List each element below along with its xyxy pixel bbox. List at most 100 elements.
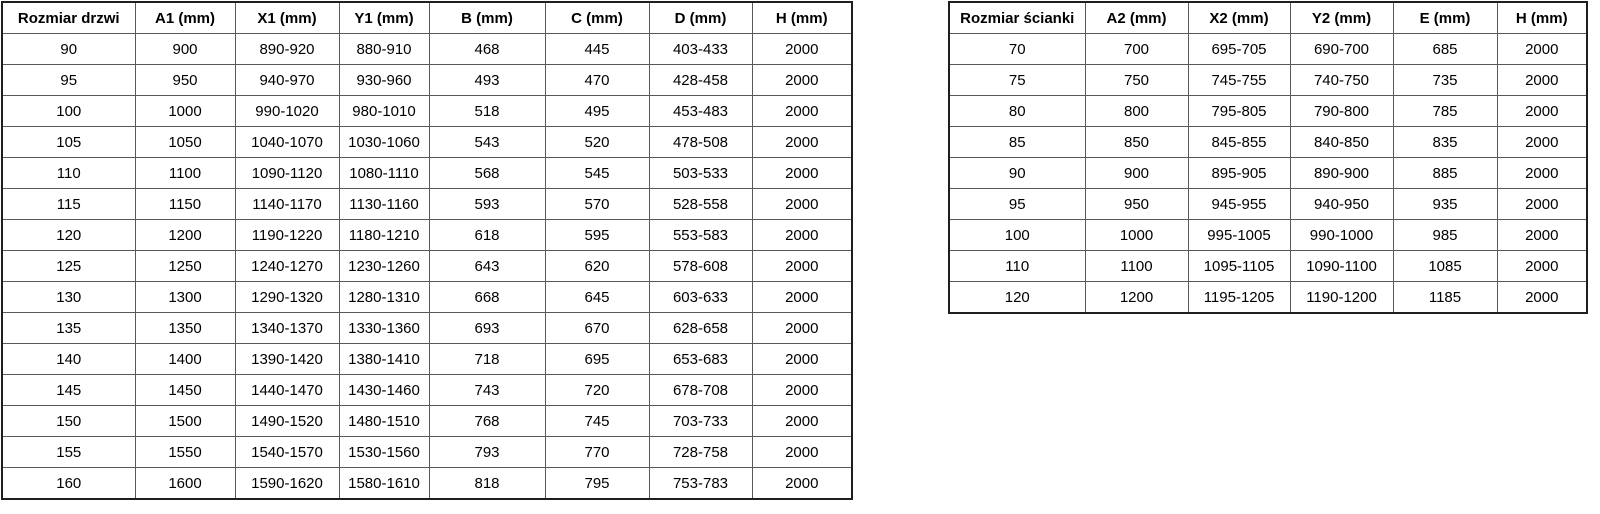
table-row: 110 1100 1090-1120 1080-1110 568 545 503-533 20…: [1, 157, 853, 189]
table-cell: 850: [1084, 126, 1189, 158]
table-cell: 1530-1560: [338, 436, 430, 468]
table-cell: 130: [1, 281, 136, 313]
table-cell: 545: [544, 157, 650, 189]
table-cell: 120: [948, 281, 1086, 314]
table-cell: 990-1020: [234, 95, 340, 127]
table-cell: 950: [134, 64, 236, 96]
table-cell: 568: [428, 157, 546, 189]
table-cell: 75: [948, 64, 1086, 96]
table-cell: 990-1000: [1289, 219, 1394, 251]
table-row: 90 900 895-905 890-900 885 2000: [948, 157, 1588, 189]
table-cell: 885: [1392, 157, 1498, 189]
table-cell: 1080-1110: [338, 157, 430, 189]
table-cell: 520: [544, 126, 650, 158]
table-cell: 2000: [751, 188, 853, 220]
table-cell: 718: [428, 343, 546, 375]
table-cell: 120: [1, 219, 136, 251]
table-cell: 695: [544, 343, 650, 375]
column-header: Rozmiar ścianki: [948, 1, 1086, 34]
table-cell: 735: [1392, 64, 1498, 96]
table-cell: 593: [428, 188, 546, 220]
header-row: Rozmiar drzwi A1 (mm) X1 (mm) Y1 (mm) B (mm)…: [1, 1, 853, 34]
table-row: 95 950 945-955 940-950 935 2000: [948, 188, 1588, 220]
table-cell: 768: [428, 405, 546, 437]
table-cell: 728-758: [648, 436, 753, 468]
table-cell: 1540-1570: [234, 436, 340, 468]
table-cell: 940-950: [1289, 188, 1394, 220]
table-cell: 690-700: [1289, 33, 1394, 65]
table-cell: 578-608: [648, 250, 753, 282]
table-cell: 478-508: [648, 126, 753, 158]
table-cell: 1500: [134, 405, 236, 437]
table-row: 160 1600 1590-1620 1580-1610 818 795 753-783 20…: [1, 467, 853, 500]
table-cell: 980-1010: [338, 95, 430, 127]
table-cell: 528-558: [648, 188, 753, 220]
table-cell: 140: [1, 343, 136, 375]
table-cell: 795: [544, 467, 650, 500]
wall-size-table: Rozmiar ścianki A2 (mm) X2 (mm) Y2 (mm) E (m…: [948, 1, 1588, 314]
table-row: 155 1550 1540-1570 1530-1560 793 770 728-758 20…: [1, 436, 853, 468]
table-cell: 880-910: [338, 33, 430, 65]
table-cell: 90: [1, 33, 136, 65]
table-cell: 1600: [134, 467, 236, 500]
table-cell: 685: [1392, 33, 1498, 65]
table-cell: 105: [1, 126, 136, 158]
table-cell: 1195-1205: [1187, 281, 1291, 314]
header-row: Rozmiar ścianki A2 (mm) X2 (mm) Y2 (mm) E (m…: [948, 1, 1588, 34]
table-cell: 668: [428, 281, 546, 313]
door-size-table: Rozmiar drzwi A1 (mm) X1 (mm) Y1 (mm) B (mm)…: [1, 1, 853, 500]
table-row: 125 1250 1240-1270 1230-1260 643 620 578-608 20…: [1, 250, 853, 282]
table-cell: 2000: [751, 95, 853, 127]
table-cell: 1000: [1084, 219, 1189, 251]
table-cell: 495: [544, 95, 650, 127]
table-cell: 1150: [134, 188, 236, 220]
table-cell: 468: [428, 33, 546, 65]
column-header: X1 (mm): [234, 1, 340, 34]
table-cell: 1240-1270: [234, 250, 340, 282]
table-cell: 795-805: [1187, 95, 1291, 127]
table-cell: 100: [1, 95, 136, 127]
table-cell: 70: [948, 33, 1086, 65]
table-cell: 890-900: [1289, 157, 1394, 189]
table-cell: 2000: [751, 126, 853, 158]
table-row: 100 1000 995-1005 990-1000 985 2000: [948, 219, 1588, 251]
table-cell: 1490-1520: [234, 405, 340, 437]
table-row: 110 1100 1095-1105 1090-1100 1085 2000: [948, 250, 1588, 282]
table-cell: 1090-1120: [234, 157, 340, 189]
column-header: E (mm): [1392, 1, 1498, 34]
table-cell: 570: [544, 188, 650, 220]
table-cell: 2000: [751, 219, 853, 251]
table-cell: 85: [948, 126, 1086, 158]
table-cell: 653-683: [648, 343, 753, 375]
table-cell: 703-733: [648, 405, 753, 437]
table-cell: 800: [1084, 95, 1189, 127]
table-cell: 2000: [751, 157, 853, 189]
table-cell: 595: [544, 219, 650, 251]
table-cell: 1030-1060: [338, 126, 430, 158]
table-cell: 900: [1084, 157, 1189, 189]
table-cell: 2000: [1496, 219, 1588, 251]
table-cell: 790-800: [1289, 95, 1394, 127]
table-cell: 2000: [1496, 33, 1588, 65]
table-row: 135 1350 1340-1370 1330-1360 693 670 628-658 20…: [1, 312, 853, 344]
table-cell: 2000: [751, 33, 853, 65]
table-cell: 1230-1260: [338, 250, 430, 282]
table-cell: 753-783: [648, 467, 753, 500]
table-cell: 950: [1084, 188, 1189, 220]
column-header: C (mm): [544, 1, 650, 34]
table-cell: 2000: [1496, 157, 1588, 189]
table-row: 80 800 795-805 790-800 785 2000: [948, 95, 1588, 127]
table-cell: 618: [428, 219, 546, 251]
table-cell: 890-920: [234, 33, 340, 65]
table-row: 75 750 745-755 740-750 735 2000: [948, 64, 1588, 96]
table-cell: 1450: [134, 374, 236, 406]
table-row: 95 950 940-970 930-960 493 470 428-458 2000: [1, 64, 853, 96]
table-cell: 2000: [1496, 188, 1588, 220]
table-row: 120 1200 1195-1205 1190-1200 1185 2000: [948, 281, 1588, 314]
table-cell: 445: [544, 33, 650, 65]
table-cell: 700: [1084, 33, 1189, 65]
table-cell: 720: [544, 374, 650, 406]
table-cell: 1330-1360: [338, 312, 430, 344]
table-cell: 620: [544, 250, 650, 282]
